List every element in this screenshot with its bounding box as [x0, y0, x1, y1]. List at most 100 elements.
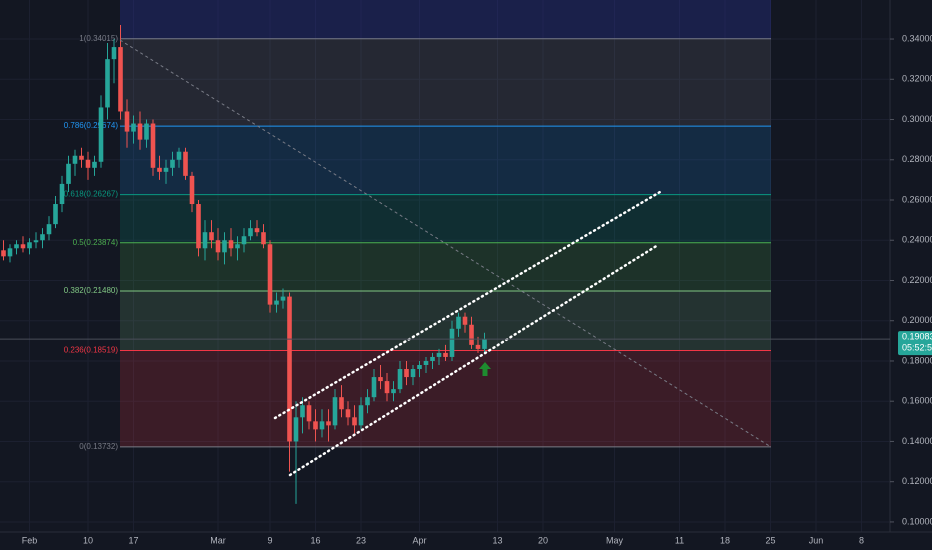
- candle-body: [14, 244, 19, 249]
- candle-body: [92, 161, 97, 168]
- fib-zone: [120, 0, 771, 39]
- x-tick-label: Apr: [412, 535, 426, 545]
- x-tick-label: 23: [356, 535, 366, 545]
- candle-body: [462, 316, 468, 325]
- candle-body: [469, 324, 474, 345]
- x-tick-label: Feb: [22, 535, 38, 545]
- candle-body: [183, 151, 188, 176]
- y-tick-label: 0.22000: [902, 275, 932, 285]
- candle-body: [410, 369, 416, 378]
- y-tick-label: 0.28000: [902, 154, 932, 164]
- candle-body: [306, 405, 312, 422]
- y-tick-label: 0.12000: [902, 476, 932, 486]
- candle-body: [27, 242, 32, 249]
- candle-body: [66, 163, 71, 184]
- candle-body: [209, 232, 214, 241]
- candle-body: [378, 377, 383, 382]
- x-tick-label: Mar: [210, 535, 226, 545]
- candle-body: [163, 167, 169, 172]
- fib-zone: [120, 126, 771, 195]
- y-tick-label: 0.32000: [902, 74, 932, 84]
- trend-line: [119, 39, 772, 448]
- candle-body: [248, 228, 253, 237]
- fib-label: 0.5(0.23874): [73, 238, 119, 247]
- candle-body: [300, 405, 305, 418]
- candle-body: [124, 111, 130, 132]
- x-tick-label: 20: [538, 535, 548, 545]
- candle-body: [105, 59, 110, 108]
- arrow: [479, 362, 491, 376]
- candle-body: [235, 244, 240, 249]
- countdown: 05:52:51: [902, 343, 932, 353]
- candle-body: [339, 397, 344, 410]
- fibonacci: 1(0.34015) 0.786(0.29674) 0.618(0.26267) 0.…: [64, 0, 771, 451]
- candle-body: [456, 316, 461, 329]
- grid: [0, 0, 890, 532]
- candle-body: [98, 107, 104, 162]
- candle-body: [404, 369, 409, 378]
- candle-body: [436, 352, 442, 357]
- candle-body: [46, 224, 52, 235]
- candle-body: [371, 377, 377, 398]
- candle-body: [391, 389, 396, 394]
- candle-body: [33, 240, 39, 243]
- candle-body: [222, 240, 227, 253]
- candle-body: [59, 183, 65, 205]
- price-tag: [898, 331, 932, 356]
- fib-label: 0.786(0.29674): [64, 121, 119, 130]
- fib-zone: [120, 242, 771, 291]
- candle-body: [274, 300, 279, 305]
- fib-label: 1(0.34015): [79, 34, 118, 43]
- drawings: [119, 39, 772, 477]
- y-tick-label: 0.14000: [902, 436, 932, 446]
- fib-zone: [120, 38, 771, 127]
- candle-body: [157, 167, 162, 172]
- candle-body: [417, 364, 422, 370]
- candle-body: [228, 240, 234, 249]
- price-tag-label: 0.19083: [902, 332, 932, 342]
- candle-body: [254, 228, 260, 233]
- x-tick-label: 10: [83, 535, 93, 545]
- fib-zone: [120, 194, 771, 243]
- candle-body: [215, 240, 221, 253]
- channel-upper: [273, 190, 662, 420]
- candle-body: [144, 123, 149, 140]
- candle-body: [150, 123, 156, 168]
- x-tick-label: 8: [859, 535, 864, 545]
- x-tick-label: 13: [492, 535, 502, 545]
- candle-body: [423, 360, 429, 365]
- candle-body: [131, 123, 136, 132]
- candle-body: [72, 155, 78, 164]
- y-tick-label: 0.18000: [902, 355, 932, 365]
- candle-body: [384, 381, 390, 394]
- x-tick-label: 18: [720, 535, 730, 545]
- candle-body: [241, 236, 247, 245]
- candle-body: [85, 159, 91, 168]
- fib-label: 0.382(0.21480): [64, 286, 119, 295]
- candle-body: [189, 175, 195, 205]
- candle-body: [475, 344, 481, 349]
- x-tick-label: 11: [675, 535, 684, 545]
- y-tick-label: 0.30000: [902, 114, 932, 124]
- candle-body: [170, 159, 175, 168]
- candle-body: [482, 339, 487, 349]
- x-tick-label: 9: [267, 535, 272, 545]
- y-tick-label: 0.16000: [902, 396, 932, 406]
- candle-body: [261, 232, 266, 245]
- candle-body: [287, 296, 292, 442]
- y-tick-label: 0.34000: [902, 33, 932, 43]
- candle-body: [196, 204, 201, 249]
- fib-label: 0.618(0.26267): [64, 190, 119, 199]
- candles: [1, 24, 487, 504]
- candle-body: [7, 248, 13, 257]
- candle-body: [118, 47, 123, 112]
- candle-body: [449, 328, 455, 357]
- candle-body: [293, 417, 299, 442]
- fib-zone: [120, 350, 771, 447]
- candle-body: [40, 234, 45, 241]
- candle-body: [352, 417, 357, 426]
- candle-body: [137, 123, 143, 140]
- y-tick-label: 0.20000: [902, 315, 932, 325]
- fib-label: 0.236(0.18519): [64, 346, 119, 355]
